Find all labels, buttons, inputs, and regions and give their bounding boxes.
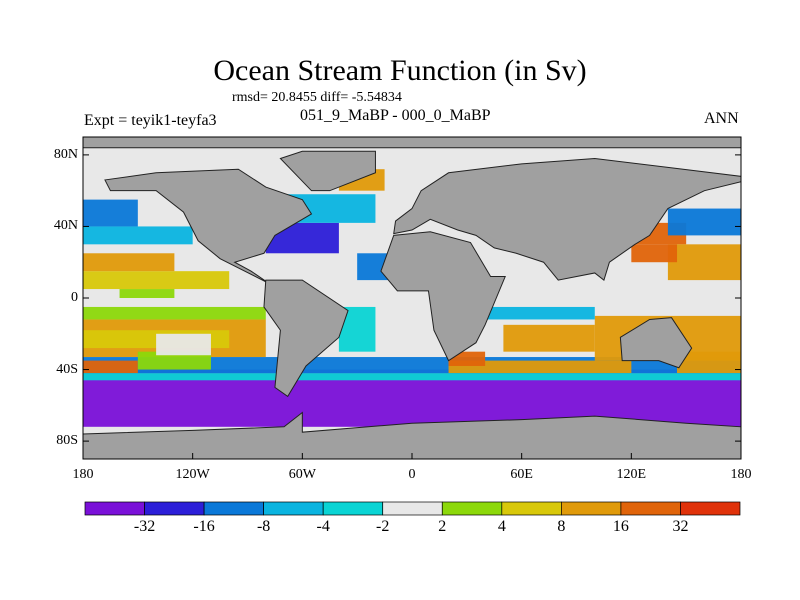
colorbar-label: 32 [672,518,689,535]
field-region [137,351,211,370]
colorbar-box [680,501,741,516]
colorbar-box [203,501,264,516]
field-region [83,306,266,320]
colorbar-label: -32 [133,518,156,535]
land-africa [380,231,506,362]
land-australia [619,317,693,369]
colorbar-box [144,501,205,516]
colorbar-label: -4 [316,518,330,535]
colorbar-box [561,501,622,516]
field-region [631,244,678,263]
field-region [503,324,595,352]
lon-label: 60W [288,467,316,482]
lat-label: 0 [71,290,78,305]
field-region [667,244,741,281]
colorbar-label: -2 [376,518,390,535]
field-region [83,373,741,381]
field-region [83,271,230,290]
lat-label: 40S [56,361,78,377]
colorbar-box [441,501,503,516]
field-region [156,333,211,356]
colorbar-box [501,501,562,516]
colorbar-label: 4 [497,518,506,535]
colorbar-label: -16 [193,518,215,535]
lat-label: 40N [53,218,78,234]
field-region [677,351,741,374]
colorbar-box [382,501,443,516]
land-south-america [263,279,349,398]
field-region [83,226,193,245]
colorbar-box [84,501,145,516]
land-north-america [104,168,313,285]
field-region [83,253,175,272]
field-region [485,306,595,320]
lon-label: 180 [72,467,94,482]
field-region [448,360,632,374]
lon-label: 120E [616,467,647,482]
colorbar-box [322,501,384,516]
lat-label: 80N [53,146,78,162]
colorbar-label: 2 [438,518,447,535]
field-region [83,199,138,227]
period-label: 051_9_MaBP - 000_0_MaBP [300,107,491,124]
field-region [83,360,138,374]
land-arctic [82,136,742,149]
colorbar-box [263,501,324,516]
colorbar-label: 8 [557,518,566,535]
land-eurasia [393,157,742,281]
colorbar-box [620,501,681,516]
lat-label: 80S [56,433,78,449]
land-greenland [279,150,376,192]
season-label: ANN [704,110,739,127]
lon-label: 60E [510,467,533,482]
lon-label: 180 [730,467,752,482]
lon-label: 0 [408,467,416,482]
experiment-label: Expt = teyik1-teyfa3 [84,112,217,129]
plot-title: Ocean Stream Function (in Sv) [213,54,587,87]
stats-label: rmsd= 20.8455 diff= -5.54834 [232,90,402,105]
colorbar-label: 16 [612,518,629,535]
lon-label: 120W [175,467,210,482]
field-region [667,208,741,236]
field-region [119,289,175,298]
colorbar-label: -8 [256,518,271,535]
